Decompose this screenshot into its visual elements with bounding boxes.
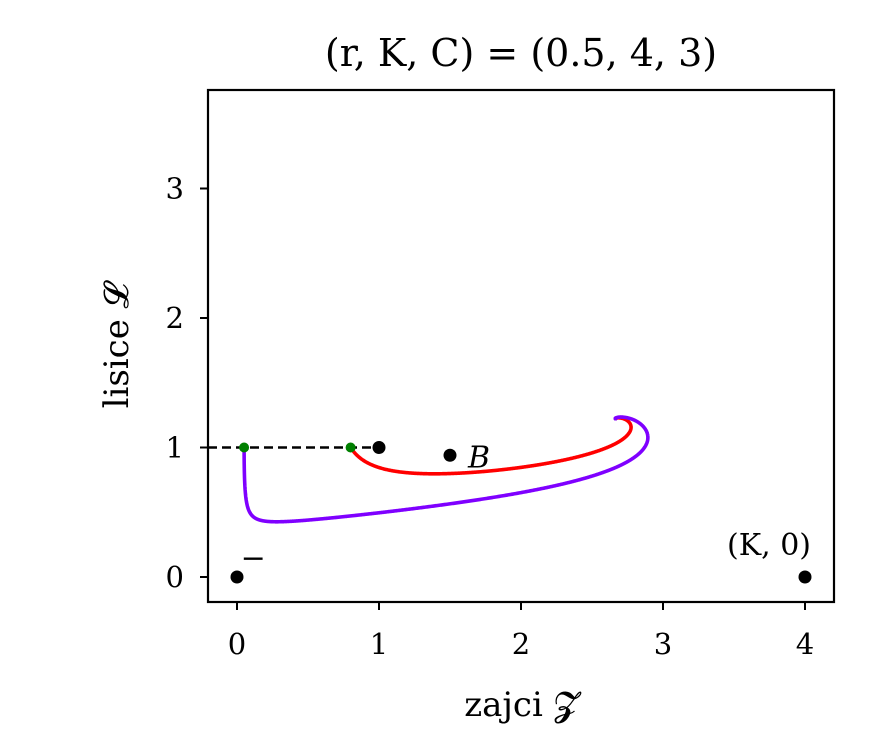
x-tick-label-3: 3 bbox=[654, 627, 672, 661]
tick-layer: 0 1 2 3 4 0 1 2 3 bbox=[166, 172, 815, 662]
trajectory-layer bbox=[208, 415, 650, 524]
x-tick-label-1: 1 bbox=[370, 627, 388, 661]
annotation-K0: (K, 0) bbox=[727, 528, 811, 563]
chart-title: (r, K, C) = (0.5, 4, 3) bbox=[325, 31, 717, 75]
equilibrium-point-0 bbox=[230, 570, 244, 584]
annotation-B: B bbox=[467, 440, 490, 475]
x-tick-label-2: 2 bbox=[512, 627, 530, 661]
start-point-0 bbox=[239, 442, 250, 453]
x-tick-label-4: 4 bbox=[796, 627, 814, 661]
trajectory-red bbox=[349, 416, 633, 476]
trajectory-purple bbox=[242, 415, 650, 524]
marker-layer: B (K, 0) − bbox=[230, 440, 812, 584]
y-axis-label: lisice 𝓛 bbox=[97, 279, 137, 408]
annotation-minus: − bbox=[241, 541, 266, 576]
plot-frame bbox=[206, 88, 836, 604]
x-tick-label-0: 0 bbox=[228, 627, 246, 661]
equilibrium-point-2 bbox=[443, 448, 457, 462]
y-tick-label-1: 1 bbox=[166, 431, 184, 465]
equilibrium-point-1 bbox=[372, 441, 386, 454]
equilibrium-point-3 bbox=[798, 570, 812, 584]
y-tick-label-0: 0 bbox=[166, 560, 184, 594]
x-axis-label: zajci 𝓩 bbox=[464, 685, 581, 725]
y-tick-label-2: 2 bbox=[166, 301, 184, 335]
start-point-1 bbox=[345, 442, 356, 453]
y-tick-label-3: 3 bbox=[166, 172, 184, 206]
